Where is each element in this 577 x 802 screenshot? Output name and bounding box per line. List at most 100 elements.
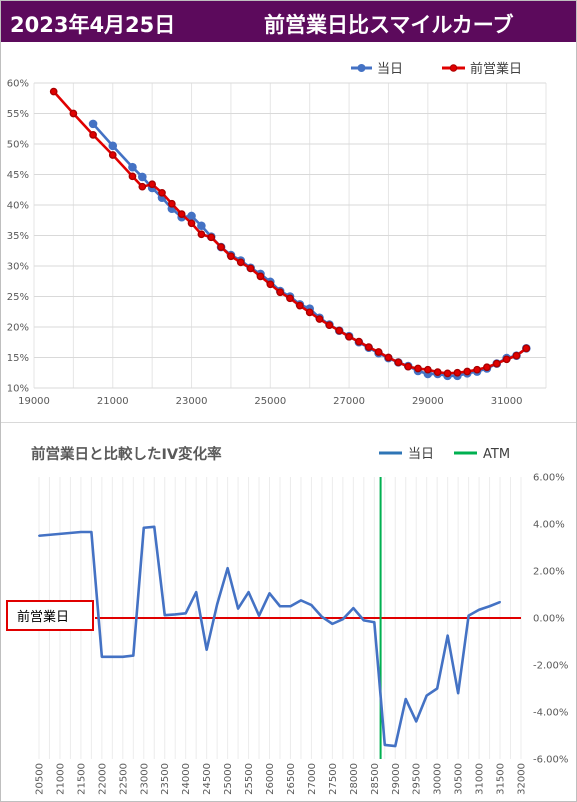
x-tick-label: 28500	[370, 763, 381, 795]
previous-point	[158, 188, 166, 197]
current-point	[108, 141, 118, 151]
x-tick-label: 25000	[223, 763, 234, 795]
iv-current-point	[163, 614, 166, 617]
iv-current-point	[320, 615, 323, 618]
header-bar: 2023年4月25日 前営業日比スマイルカーブ	[1, 1, 576, 42]
previous-point	[207, 233, 216, 242]
previous-point	[177, 210, 186, 218]
previous-point	[276, 288, 285, 297]
chart1-gridlines	[33, 82, 547, 389]
previous-point	[128, 172, 137, 181]
chart2-series	[38, 477, 521, 759]
x-tick-label: 27500	[328, 763, 339, 795]
iv-current-point	[488, 605, 491, 608]
x-tick-label: 32000	[517, 763, 528, 795]
y-tick-label: 50%	[7, 140, 29, 151]
chart1-legend: 当日 前営業日	[351, 61, 522, 77]
y-tick-label: 6.00%	[533, 473, 565, 484]
x-tick-label: 27000	[307, 763, 318, 795]
zero-line-callout: 前営業日	[6, 600, 94, 631]
previous-point	[217, 243, 225, 251]
y-tick-label: 0.00%	[533, 614, 565, 625]
x-tick-label: 30500	[454, 763, 465, 795]
iv-current-point	[331, 622, 334, 625]
previous-point	[483, 363, 491, 372]
x-tick-label: 29000	[412, 396, 444, 407]
y-tick-label: 2.00%	[533, 567, 565, 578]
iv-current-point	[436, 687, 439, 690]
x-tick-label: 23000	[139, 763, 150, 795]
previous-point	[325, 321, 334, 330]
x-tick-label: 21000	[55, 763, 66, 795]
iv-current-point	[90, 530, 93, 533]
previous-point	[256, 272, 265, 281]
series-previous-line	[52, 90, 528, 375]
previous-point	[138, 182, 147, 191]
x-tick-label: 24500	[202, 763, 213, 795]
previous-point	[49, 87, 58, 96]
current-point	[128, 162, 137, 172]
header-title: 前営業日比スマイルカーブ	[264, 13, 514, 37]
y-tick-label: 60%	[7, 79, 29, 90]
previous-point	[414, 364, 422, 373]
legend-iv-current-label: 当日	[408, 447, 434, 462]
iv-current-point	[226, 567, 229, 570]
iv-current-point	[258, 614, 261, 617]
y-tick-label: 35%	[7, 231, 29, 242]
iv-current-point	[279, 605, 281, 608]
y-tick-label: 15%	[7, 353, 29, 364]
previous-point	[345, 332, 353, 341]
previous-point	[148, 180, 157, 189]
iv-current-point	[247, 591, 250, 594]
iv-current-point	[425, 694, 428, 697]
smile-curve-chart: 10% 15% 20% 25% 30% 35% 40% 45% 50% 55% 60% 19000 21…	[7, 61, 547, 407]
previous-point	[502, 355, 511, 364]
legend-previous-label: 前営業日	[470, 61, 522, 77]
iv-current-point	[373, 621, 376, 624]
x-tick-label: 21000	[97, 396, 129, 407]
previous-point	[286, 294, 294, 303]
iv-current-point	[404, 698, 407, 701]
previous-point	[266, 280, 275, 289]
zero-line-label-box	[6, 600, 94, 631]
x-tick-label: 24000	[181, 763, 192, 795]
previous-point	[374, 348, 383, 356]
previous-point	[305, 308, 314, 317]
previous-point	[492, 359, 501, 368]
x-tick-label: 22500	[118, 763, 129, 795]
previous-point	[473, 365, 481, 374]
y-tick-label: 4.00%	[533, 520, 565, 531]
iv-change-chart: 前営業日と比較したIV変化率 20500 21000 21500 22000 22500…	[6, 445, 568, 795]
x-tick-label: 23500	[160, 763, 171, 795]
iv-current-point	[289, 605, 292, 608]
y-tick-label: -2.00%	[533, 661, 568, 672]
previous-point	[364, 343, 373, 351]
iv-current-point	[153, 525, 156, 528]
previous-point	[512, 351, 521, 360]
y-tick-label: 45%	[7, 170, 29, 181]
x-tick-label: 20500	[35, 763, 46, 795]
chart1-series	[49, 87, 531, 381]
iv-current-point	[38, 534, 40, 537]
y-tick-label: 20%	[7, 323, 29, 334]
previous-point	[384, 353, 393, 362]
x-tick-label: 22000	[97, 763, 108, 795]
iv-current-point	[457, 692, 460, 695]
iv-current-point	[184, 612, 187, 615]
iv-current-point	[132, 654, 135, 657]
previous-point	[187, 219, 196, 228]
previous-point	[197, 230, 206, 239]
iv-current-point	[268, 592, 271, 595]
iv-current-point	[79, 530, 82, 533]
iv-current-point	[383, 743, 386, 746]
y-tick-label: 55%	[7, 109, 29, 120]
y-tick-label: 10%	[7, 384, 29, 395]
previous-point	[443, 369, 452, 378]
previous-point	[246, 264, 255, 273]
x-tick-label: 19000	[18, 396, 50, 407]
iv-current-point	[58, 532, 61, 535]
y-tick-label: 25%	[7, 292, 29, 303]
previous-point	[167, 199, 176, 208]
legend-current-label: 当日	[377, 62, 403, 77]
x-tick-label: 26000	[265, 763, 276, 795]
